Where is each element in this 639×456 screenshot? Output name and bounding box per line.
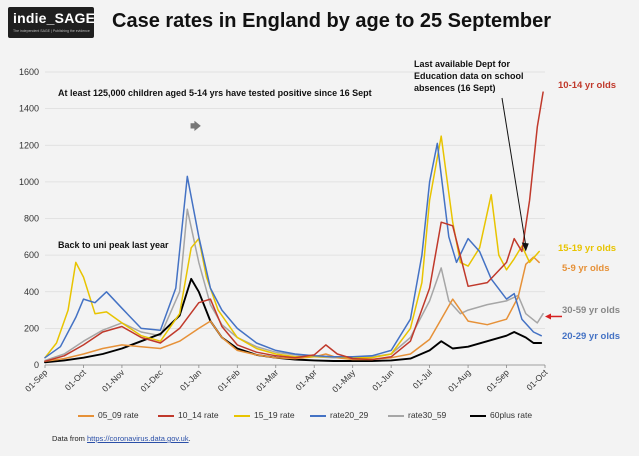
y-tick-label: 1400 [19,104,39,114]
y-tick-label: 1200 [19,140,39,150]
dfe-arrow-head [521,242,529,252]
legend-label: 60plus rate [490,410,533,420]
end-label-30-59: 30-59 yr olds [562,305,621,316]
series-line-15-19-rate [44,135,540,359]
x-tick-label: 01-Jan [178,367,204,393]
dfe-note-line1: Last available Dept for [414,59,511,69]
footer-link[interactable]: https://coronavirus.data.gov.uk [87,434,189,443]
logo-subtext: The independent SAGE | Publishing the ev… [13,29,90,33]
legend-item: 05_09 rate [78,410,139,420]
legend-swatch [310,414,326,417]
x-tick-label: 01-Nov [100,367,127,394]
indie-sage-logo: indie_SAGE The independent SAGE | Publis… [8,7,96,38]
legend-swatch [158,414,174,417]
dfe-note: Last available Dept for Education data o… [414,58,524,94]
legend-item: rate30_59 [388,410,446,420]
legend-item: 60plus rate [470,410,532,420]
legend-label: rate20_29 [330,410,369,420]
y-tick-label: 0 [34,360,39,370]
x-tick-label: 01-Jun [370,367,396,393]
legend-label: 15_19 rate [254,410,295,420]
chart-title: Case rates in England by age to 25 Septe… [112,10,552,32]
x-tick-label: 01-Dec [138,367,165,394]
end-label-5-9: 5-9 yr olds [562,263,610,274]
legend-label: 10_14 rate [178,410,219,420]
y-tick-label: 1600 [19,67,39,77]
legend-label: rate30_59 [408,410,447,420]
chart-legend: 05_09 rate 10_14 rate 15_19 rate rate20_29 r… [78,410,578,424]
legend-swatch [470,414,486,417]
x-tick-label: 01-Oct [63,367,89,393]
x-tick-label: 01-Feb [216,367,242,393]
dfe-note-line3: absences (16 Sept) [414,83,496,93]
legend-label: 05_09 rate [98,410,139,420]
x-tick-label: 01-Jul [411,367,435,391]
x-tick-label: 01-Aug [446,367,473,394]
x-tick-label: 01-Mar [254,367,280,393]
children-note: At least 125,000 children aged 5-14 yrs … [58,88,372,98]
legend-item: rate20_29 [310,410,368,420]
series-line-10-14-rate [44,91,544,363]
footer-suffix: . [188,434,191,443]
red-arrow-head [545,313,551,320]
dfe-note-line2: Education data on school [414,71,524,81]
y-tick-label: 1000 [19,177,39,187]
x-tick-label: 01-Sep [484,367,511,394]
legend-swatch [388,414,404,417]
y-tick-label: 600 [24,250,39,260]
footer-prefix: Data from [52,434,88,443]
y-tick-label: 200 [24,323,39,333]
logo-text: indie_SAGE [13,10,96,26]
mouse-cursor-icon: 🡆 [190,121,202,133]
x-tick-label: 01-May [330,367,358,395]
end-label-15-19: 15-19 yr olds [558,243,617,254]
y-tick-label: 800 [24,214,39,224]
series-line-60plus-rate [44,277,543,364]
y-tick-label: 400 [24,287,39,297]
legend-swatch [78,414,94,417]
series-line-rate20-29 [44,142,542,359]
dfe-arrow-line [501,97,527,246]
x-tick-label: 01-Apr [294,367,319,392]
legend-item: 10_14 rate [158,410,219,420]
end-label-20-29: 20-29 yr olds [562,331,621,342]
uni-peak-note: Back to uni peak last year [58,240,169,250]
legend-swatch [234,414,250,417]
data-source-footer: Data from https://coronavirus.data.gov.u… [52,434,191,443]
x-tick-label: 01-Sep [23,367,50,394]
x-tick-label: 01-Oct [524,367,550,393]
legend-item: 15_19 rate [234,410,295,420]
end-label-10-14: 10-14 yr olds [558,80,617,91]
